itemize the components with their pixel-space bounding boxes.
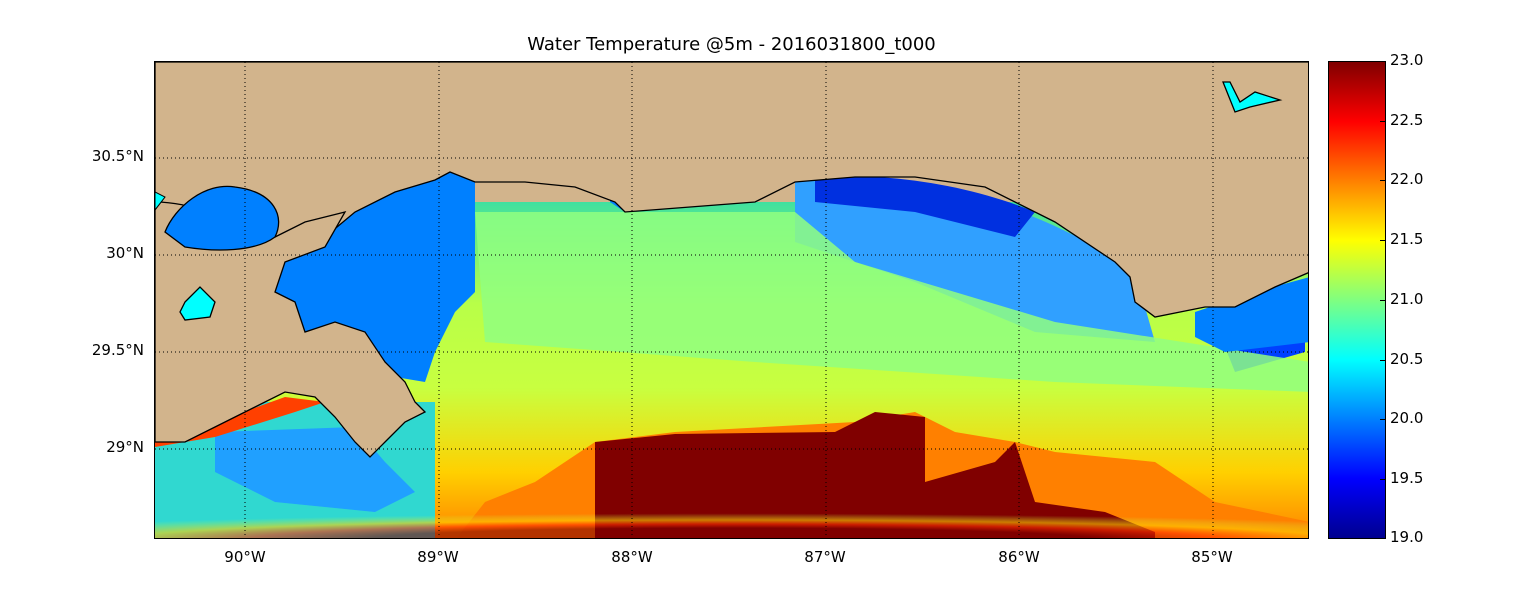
ne-cold-band — [815, 176, 1035, 237]
colorbar-tick-label: 20.5 — [1379, 350, 1424, 368]
masked-east-water — [1195, 277, 1308, 352]
colorbar-tick-label: 21.5 — [1379, 230, 1424, 248]
colorbar-tick-label: 20.0 — [1379, 409, 1424, 427]
x-tick-label: 90°W — [224, 548, 266, 566]
colorbar-tick-label: 23.0 — [1379, 51, 1424, 69]
inland-lake-east — [1222, 81, 1283, 113]
y-tick-label: 30°N — [106, 244, 144, 262]
colorbar-tick-label: 19.5 — [1379, 469, 1424, 487]
graticule — [155, 62, 1308, 538]
x-tick-label: 89°W — [417, 548, 459, 566]
y-tick-label: 29.5°N — [91, 341, 144, 359]
x-tick-label: 88°W — [611, 548, 653, 566]
x-tick-label: 85°W — [1191, 548, 1233, 566]
colorbar-tick-label: 22.0 — [1379, 170, 1424, 188]
ne-cool-band — [795, 173, 1155, 342]
inland-lake-left-edge — [155, 191, 166, 211]
x-tick-label: 86°W — [998, 548, 1040, 566]
chart-title: Water Temperature @5m - 2016031800_t000 — [527, 34, 936, 55]
colorbar-tick-label: 22.5 — [1379, 111, 1424, 129]
map-plot-area — [154, 61, 1309, 539]
y-tick-label: 29°N — [106, 438, 144, 456]
x-tick-label: 87°W — [804, 548, 846, 566]
mid-shelf-water — [475, 212, 1308, 392]
y-tick-label: 30.5°N — [91, 147, 144, 165]
inland-lake-west — [179, 286, 216, 321]
colorbar — [1328, 61, 1386, 539]
lake-pontchartrain — [164, 185, 280, 251]
colorbar-tick-label: 19.0 — [1379, 528, 1424, 546]
colorbar-tick-label: 21.0 — [1379, 290, 1424, 308]
